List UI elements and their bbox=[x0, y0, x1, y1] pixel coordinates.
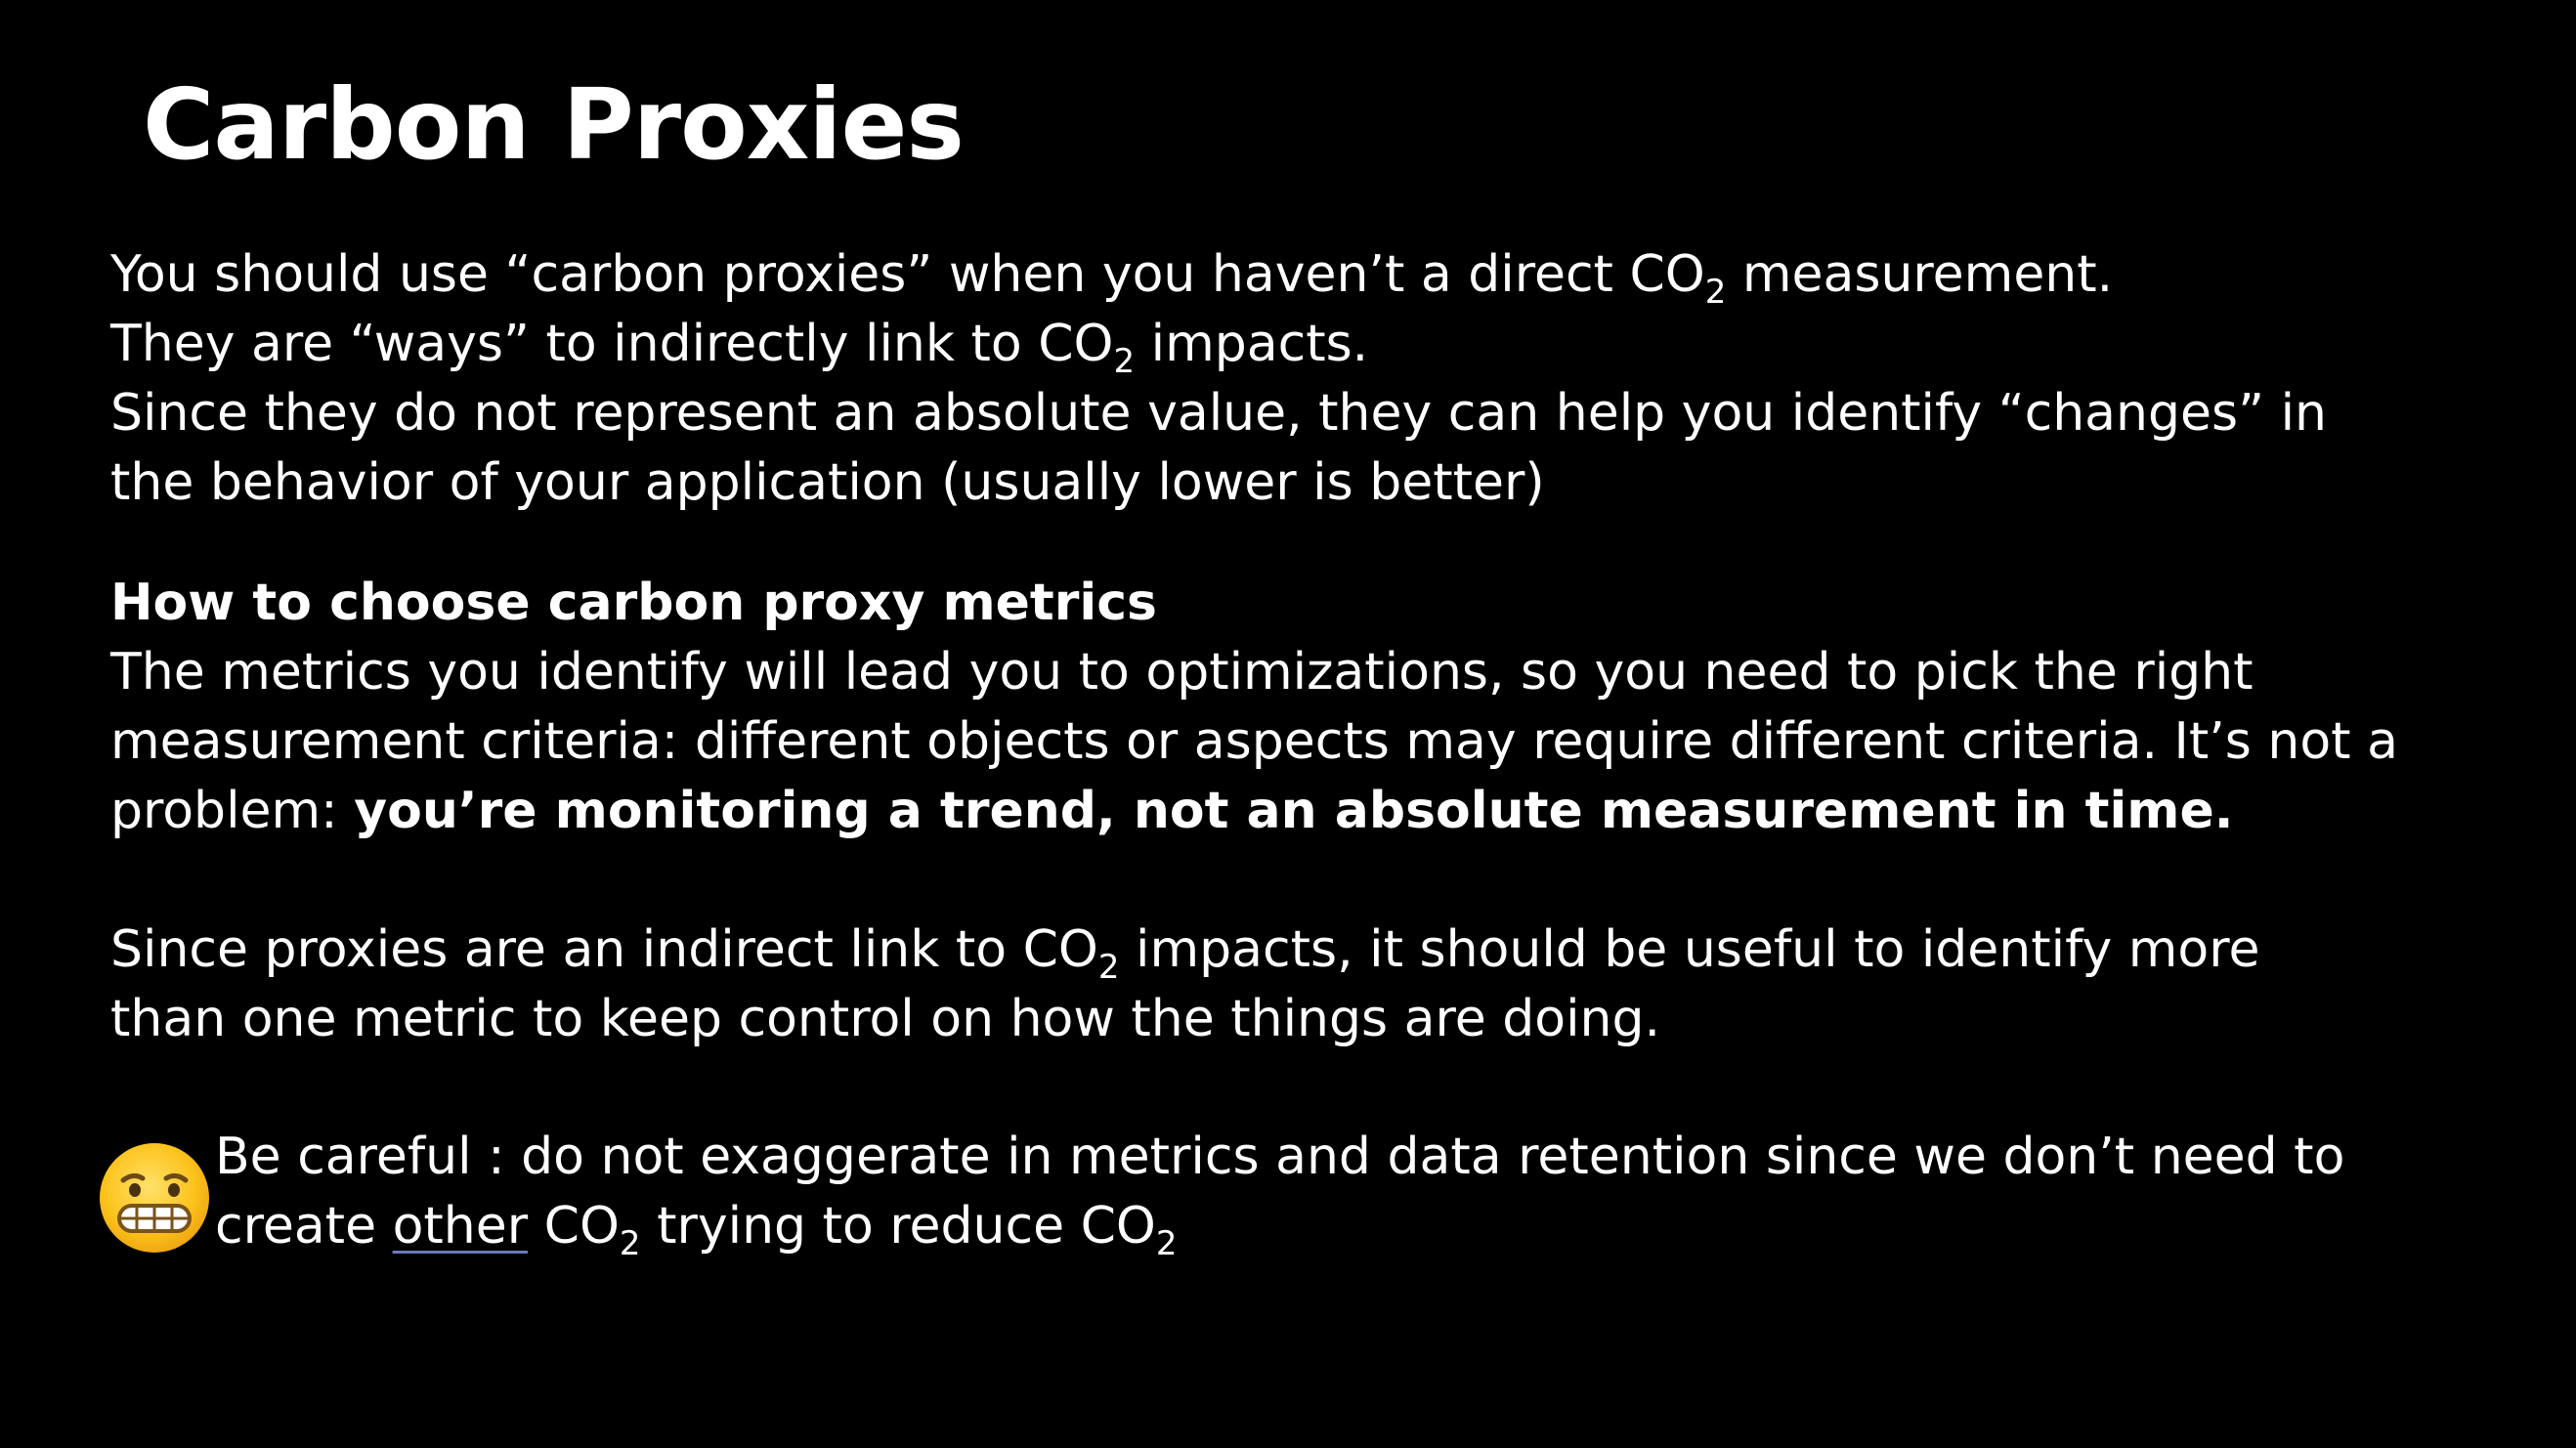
proxies-line-1: Since proxies are an indirect link to CO… bbox=[110, 920, 2260, 987]
proxies-paragraph: Since proxies are an indirect link to CO… bbox=[110, 916, 2259, 1054]
choose-line-1: The metrics you identify will lead you t… bbox=[110, 643, 2254, 702]
choose-line-3: problem: you’re monitoring a trend, not … bbox=[110, 782, 2234, 840]
proxies-line-2: than one metric to keep control on how t… bbox=[110, 990, 1661, 1048]
intro-line-2: They are “ways” to indirectly link to CO… bbox=[110, 315, 1369, 381]
choose-line-2: measurement criteria: different objects … bbox=[110, 712, 2398, 771]
intro-line-1: You should use “carbon proxies” when you… bbox=[110, 245, 2114, 312]
trend-emphasis: you’re monitoring a trend, not an absolu… bbox=[354, 782, 2234, 840]
intro-line-4: the behavior of your application (usuall… bbox=[110, 453, 1545, 512]
intro-paragraph: You should use “carbon proxies” when you… bbox=[110, 240, 2327, 518]
careful-note: Be careful : do not exaggerate in metric… bbox=[215, 1123, 2344, 1261]
choose-metrics-heading: How to choose carbon proxy metrics bbox=[110, 574, 1158, 632]
choose-metrics-section: How to choose carbon proxy metrics The m… bbox=[110, 569, 2398, 846]
other-underlined-text: other bbox=[392, 1197, 529, 1256]
careful-line-2: create other CO2 trying to reduce CO2 bbox=[215, 1197, 1178, 1263]
careful-line-1: Be careful : do not exaggerate in metric… bbox=[215, 1128, 2345, 1186]
slide-title: Carbon Proxies bbox=[143, 67, 965, 182]
grimacing-face-icon bbox=[100, 1143, 209, 1253]
intro-line-3: Since they do not represent an absolute … bbox=[110, 384, 2327, 443]
